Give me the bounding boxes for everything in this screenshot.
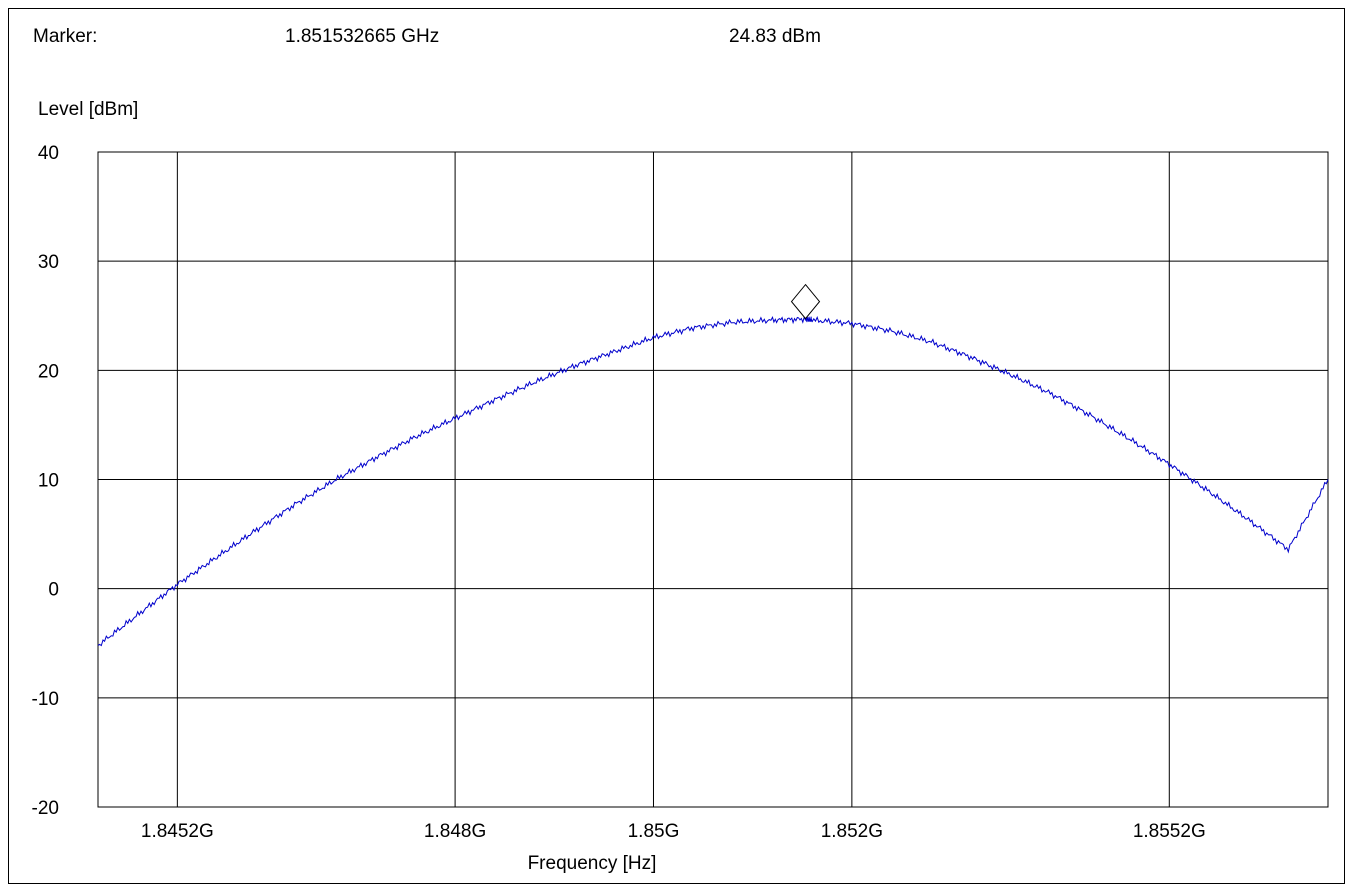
trace-line: [97, 316, 1329, 647]
chart: Marker: 1.851532665 GHz 24.83 dBm Level …: [32, 26, 1329, 874]
y-tick-label: 30: [38, 252, 59, 273]
marker-level: 24.83 dBm: [729, 26, 821, 47]
chart-frame: Marker: 1.851532665 GHz 24.83 dBm Level …: [8, 8, 1345, 884]
y-tick-label: -20: [32, 798, 59, 819]
tick-labels: 40 30 20 10 0 -10 -20 1.8452G 1.848G 1.85G 1.852G 1…: [32, 143, 1206, 842]
traces: [97, 316, 1329, 647]
y-tick-label: 40: [38, 143, 59, 164]
x-tick-label: 1.848G: [424, 821, 486, 842]
marker-frequency: 1.851532665 GHz: [285, 26, 439, 47]
x-tick-label: 1.8552G: [1133, 821, 1206, 842]
marker-diamond: [790, 283, 821, 320]
y-tick-label: 10: [38, 471, 59, 492]
x-tick-label: 1.85G: [628, 821, 680, 842]
grid: [98, 151, 1328, 808]
marker-diamond-icon: [790, 283, 821, 320]
x-axis-label: Frequency [Hz]: [528, 853, 657, 874]
x-tick-label: 1.852G: [821, 821, 883, 842]
y-tick-label: 20: [38, 361, 59, 382]
marker-label: Marker:: [33, 26, 97, 47]
y-tick-label: 0: [48, 580, 59, 601]
y-tick-label: -10: [32, 689, 59, 710]
x-tick-label: 1.8452G: [141, 821, 214, 842]
y-axis-label: Level [dBm]: [38, 99, 138, 120]
